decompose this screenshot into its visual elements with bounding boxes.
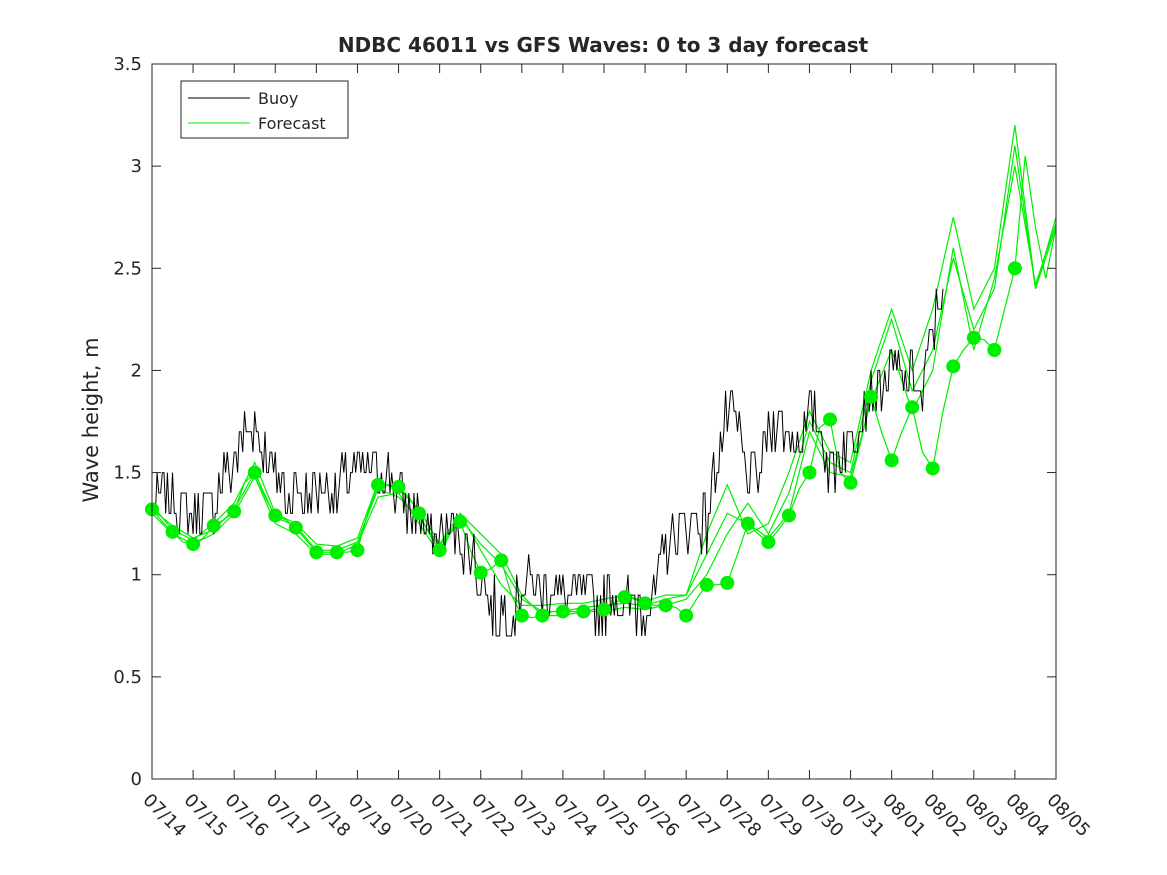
forecast-marker-point [597, 602, 611, 617]
forecast-marker-point [638, 596, 653, 611]
forecast-marker-point [329, 545, 344, 560]
forecast-series-line [151, 125, 1057, 607]
forecast-marker-point [371, 477, 385, 492]
plot-area [152, 64, 1056, 779]
forecast-marker-point [823, 412, 837, 427]
forecast-marker-point [802, 465, 817, 480]
forecast-marker-point [391, 479, 406, 494]
forecast-marker-point [494, 553, 509, 568]
forecast-marker-point [576, 604, 591, 619]
forecast-marker-point [925, 461, 940, 476]
forecast-marker-point [227, 504, 242, 519]
forecast-marker-point [843, 475, 858, 490]
forecast-marker-point [617, 590, 632, 605]
forecast-marker-point [658, 598, 673, 613]
forecast-marker-point [206, 518, 221, 533]
forecast-marker-point [761, 535, 776, 550]
forecast-marker-point [268, 508, 283, 523]
legend-buoy-label: Buoy [258, 89, 298, 108]
forecast-marker-point [884, 453, 899, 468]
y-tick-label: 1 [131, 565, 142, 586]
legend: Buoy Forecast [180, 80, 349, 139]
forecast-marker-point [350, 543, 365, 558]
y-axis: 0 0.5 1 1.5 2 2.5 3 3.5 [113, 54, 1056, 790]
forecast-marker-point [309, 545, 324, 560]
y-tick-label: 3.5 [113, 54, 142, 75]
forecast-marker-point [1007, 261, 1022, 276]
forecast-marker-point [412, 506, 427, 521]
forecast-marker-point [288, 520, 303, 535]
y-axis-label: Wave height, m [79, 337, 103, 502]
forecast-marker-point [514, 608, 529, 623]
y-tick-label: 0 [131, 769, 142, 790]
forecast-markers-group [145, 261, 1022, 623]
forecast-marker-point [186, 537, 201, 552]
forecast-marker-point [740, 516, 755, 531]
forecast-marker-point [535, 608, 550, 623]
forecast-marker-point [453, 514, 468, 529]
forecast-marker-point [555, 604, 570, 619]
y-tick-label: 2 [131, 360, 142, 381]
forecast-marker-point [247, 465, 262, 480]
forecast-marker-point [946, 359, 961, 374]
y-tick-label: 1.5 [113, 463, 142, 484]
y-tick-label: 0.5 [113, 667, 142, 688]
y-tick-label: 3 [131, 156, 142, 177]
chart-title: NDBC 46011 vs GFS Waves: 0 to 3 day fore… [338, 33, 869, 57]
forecast-marker-point [781, 508, 796, 523]
forecast-marker-point [699, 577, 714, 592]
forecast-marker-point [864, 389, 879, 404]
y-tick-label: 2.5 [113, 258, 142, 279]
forecast-marker-point [966, 330, 981, 345]
forecast-marker-point [720, 575, 735, 590]
forecast-marker-point [432, 543, 447, 558]
legend-forecast-label: Forecast [258, 114, 326, 133]
legend-box [180, 80, 349, 139]
forecast-marker-point [905, 400, 920, 415]
forecast-marker-point [679, 608, 694, 623]
forecast-marker-point [165, 524, 180, 539]
forecast-marker-point [987, 343, 1002, 357]
forecast-marker-point [473, 565, 488, 580]
